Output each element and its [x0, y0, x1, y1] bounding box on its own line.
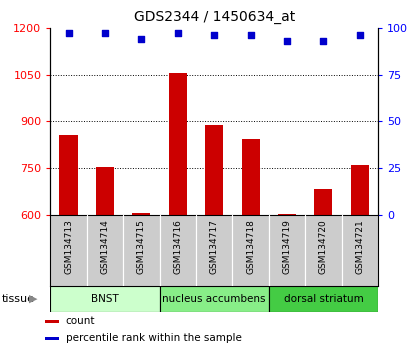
Bar — [50, 286, 160, 312]
Text: tissue: tissue — [2, 294, 35, 304]
Bar — [269, 215, 305, 286]
Point — [102, 30, 108, 36]
Point — [65, 30, 72, 36]
Point — [138, 36, 145, 42]
Point — [211, 32, 218, 38]
Text: GSM134720: GSM134720 — [319, 219, 328, 274]
Title: GDS2344 / 1450634_at: GDS2344 / 1450634_at — [134, 10, 295, 24]
Text: GSM134718: GSM134718 — [246, 219, 255, 274]
Point — [174, 30, 181, 36]
Text: dorsal striatum: dorsal striatum — [284, 294, 363, 304]
Bar — [269, 286, 378, 312]
Bar — [87, 215, 123, 286]
Bar — [169, 73, 187, 215]
Text: GSM134716: GSM134716 — [173, 219, 182, 274]
Text: GSM134719: GSM134719 — [283, 219, 291, 274]
Bar — [341, 215, 378, 286]
Text: GSM134715: GSM134715 — [137, 219, 146, 274]
Text: percentile rank within the sample: percentile rank within the sample — [66, 333, 241, 343]
Bar — [96, 167, 114, 215]
Bar — [196, 215, 232, 286]
Point — [247, 32, 254, 38]
Text: nucleus accumbens: nucleus accumbens — [163, 294, 266, 304]
Point — [284, 38, 290, 44]
Bar — [241, 139, 260, 215]
Bar — [278, 214, 296, 215]
Bar — [351, 165, 369, 215]
Bar — [123, 215, 160, 286]
Text: GSM134721: GSM134721 — [355, 219, 364, 274]
Bar — [45, 337, 59, 340]
Text: GSM134714: GSM134714 — [100, 219, 110, 274]
Bar — [160, 286, 269, 312]
Bar — [45, 320, 59, 323]
Text: count: count — [66, 316, 95, 326]
Bar — [232, 215, 269, 286]
Bar — [160, 215, 196, 286]
Bar — [205, 125, 223, 215]
Point — [357, 32, 363, 38]
Bar — [314, 189, 333, 215]
Bar — [305, 215, 341, 286]
Bar — [50, 215, 87, 286]
Bar — [60, 136, 78, 215]
Text: GSM134713: GSM134713 — [64, 219, 73, 274]
Bar — [132, 213, 150, 215]
Text: BNST: BNST — [91, 294, 119, 304]
Point — [320, 38, 327, 44]
Text: ▶: ▶ — [29, 294, 37, 304]
Text: GSM134717: GSM134717 — [210, 219, 219, 274]
